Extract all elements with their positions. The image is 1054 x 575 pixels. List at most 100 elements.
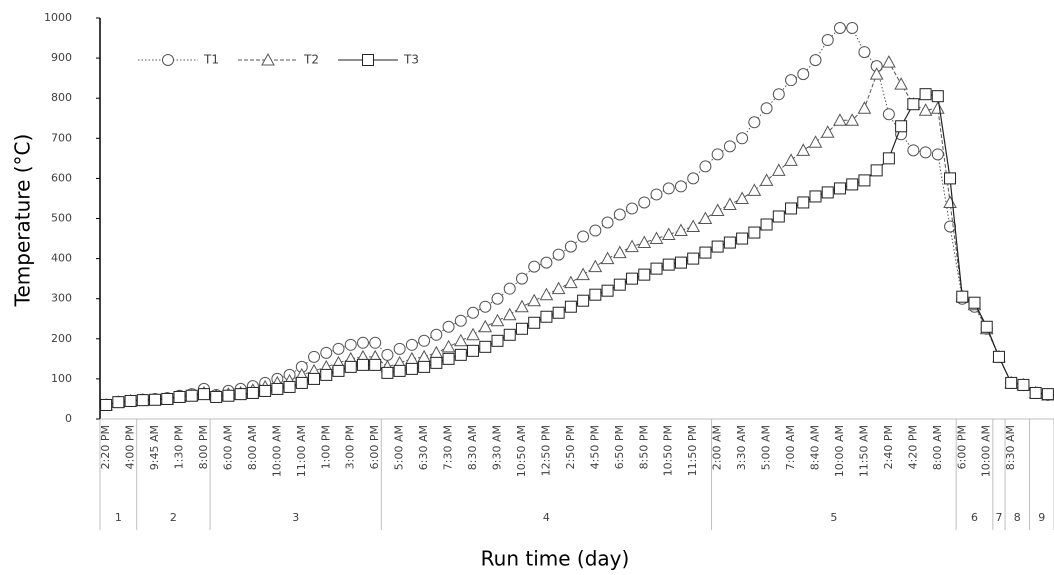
legend-marker [163,55,174,66]
data-point [443,341,455,352]
data-point [235,389,246,400]
data-point [883,153,894,164]
data-point [798,197,809,208]
data-point [504,309,516,320]
data-point [871,165,882,176]
data-point [859,47,870,58]
y-tick-label: 200 [51,332,72,345]
legend-label: T2 [303,53,319,67]
data-point [786,203,797,214]
x-tick-label: 7:30 AM [442,425,455,470]
x-tick-label: 2:50 PM [564,425,577,469]
data-point [480,301,491,312]
y-tick-label: 0 [65,412,72,425]
data-point [443,321,454,332]
data-point [614,279,625,290]
data-point [406,363,417,374]
data-point [957,291,968,302]
data-point [455,315,466,326]
x-tick-label: 8:30 AM [466,425,479,470]
data-point [284,381,295,392]
x-tick-label: 9:45 AM [148,425,161,470]
data-point [540,289,552,300]
data-point [785,154,797,165]
data-point [504,329,515,340]
x-tick-label: 4:20 PM [906,425,919,469]
x-tick-label: 11:50 PM [686,425,699,476]
data-point [137,395,148,406]
data-point [479,321,491,332]
data-point [357,337,368,348]
group-label: 5 [830,511,837,524]
data-point [553,249,564,260]
data-point [296,377,307,388]
data-point [553,283,565,294]
data-point [333,343,344,354]
x-tick-label: 8:00 AM [246,425,259,470]
data-point [883,109,894,120]
data-point [565,277,577,288]
data-point [969,297,980,308]
data-point [700,247,711,258]
data-point [333,365,344,376]
data-point [712,204,724,215]
legend-label: T1 [203,53,219,67]
data-point [382,367,393,378]
data-point [516,301,528,312]
y-tick-label: 1000 [44,11,72,24]
data-point [810,136,822,147]
data-point [675,181,686,192]
data-point [908,99,919,110]
data-point [700,161,711,172]
chart: Run time (day) Temperature (°C) 01002003… [0,0,1054,575]
x-tick-label: 11:00 AM [295,425,308,477]
x-tick-label: 8:50 PM [637,425,650,469]
data-point [724,198,736,209]
x-tick-label: 8:30 AM [1004,425,1017,470]
data-point [394,343,405,354]
data-point [847,23,858,34]
data-point [186,390,197,401]
data-point [724,141,735,152]
data-point [688,253,699,264]
data-point [345,361,356,372]
data-point [688,173,699,184]
data-point [761,103,772,114]
data-point [834,183,845,194]
data-point [101,399,112,410]
data-point [810,55,821,66]
group-label: 4 [543,511,550,524]
data-point [174,391,185,402]
data-point [859,175,870,186]
x-tick-label: 7:00 AM [784,425,797,470]
data-point [419,335,430,346]
data-point [492,335,503,346]
y-tick-label: 600 [51,171,72,184]
data-point [198,389,209,400]
data-point [981,321,992,332]
data-point [847,179,858,190]
x-tick-label: 6:30 AM [417,425,430,470]
data-point [1030,387,1041,398]
data-point [345,339,356,350]
data-point [430,347,442,358]
y-axis-title: Temperature (°C) [11,134,35,308]
group-label: 6 [971,511,978,524]
x-tick-label: 10:00 AM [270,425,283,477]
x-tick-label: 9:30 AM [491,425,504,470]
x-tick-label: 1:30 PM [173,425,186,469]
y-tick-label: 400 [51,252,72,265]
data-point [394,365,405,376]
data-point [468,307,479,318]
data-point [492,293,503,304]
data-point [798,69,809,80]
data-point [993,351,1004,362]
data-point [858,102,870,113]
data-point [602,217,613,228]
data-point [749,227,760,238]
data-point [1006,377,1017,388]
data-point [761,219,772,230]
data-point [651,263,662,274]
x-tick-label: 8:40 AM [809,425,822,470]
data-point [492,315,504,326]
